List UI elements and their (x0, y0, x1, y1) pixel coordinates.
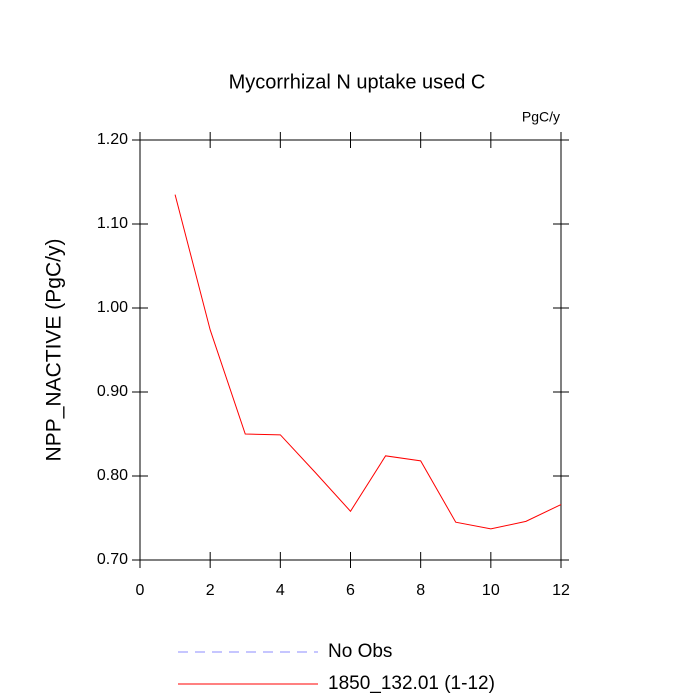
x-tick-label: 6 (346, 582, 355, 599)
x-tick-label: 0 (136, 582, 145, 599)
y-tick-label: 0.70 (97, 551, 128, 568)
y-tick-label: 0.90 (97, 383, 128, 400)
y-axis-label: NPP_NACTIVE (PgC/y) (43, 239, 66, 462)
units-label: PgC/y (522, 109, 560, 125)
y-tick-label: 1.20 (97, 131, 128, 148)
legend-label: No Obs (328, 641, 392, 662)
x-tick-label: 8 (416, 582, 425, 599)
x-tick-label: 10 (482, 582, 500, 599)
x-tick-label: 2 (206, 582, 215, 599)
plot-frame (139, 139, 562, 561)
legend-label: 1850_132.01 (1-12) (328, 673, 495, 694)
chart-title: Mycorrhizal N uptake used C (229, 71, 486, 93)
x-tick-label: 12 (552, 582, 570, 599)
data-line (174, 194, 562, 530)
y-tick-label: 0.80 (97, 467, 128, 484)
y-tick-label: 1.10 (97, 215, 128, 232)
x-tick-label: 4 (276, 582, 285, 599)
y-tick-label: 1.00 (97, 299, 128, 316)
